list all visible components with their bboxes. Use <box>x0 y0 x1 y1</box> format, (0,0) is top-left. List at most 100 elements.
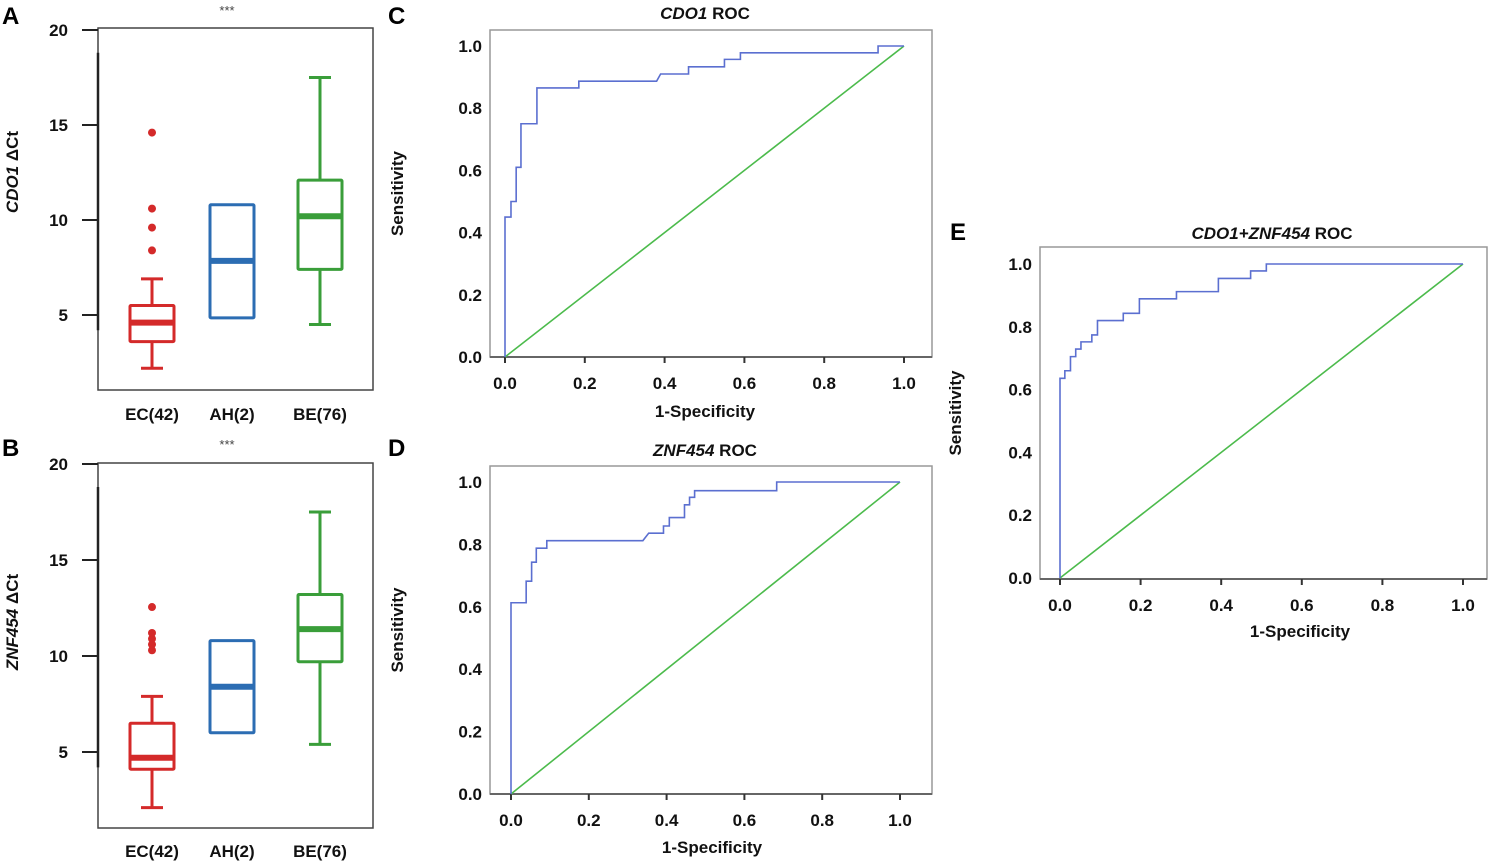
panel-letter-c: C <box>388 3 405 30</box>
category-label: BE(76) <box>293 842 347 861</box>
x-tick-label: 1.0 <box>1451 596 1475 615</box>
y-tick-label: 0.6 <box>458 161 482 180</box>
box-ec42 <box>128 603 176 810</box>
box-iqr <box>128 721 176 771</box>
x-tick-label: 0.0 <box>1048 596 1072 615</box>
y-tick-label: 0.4 <box>458 660 482 679</box>
chart-title-suffix: ROC <box>1310 224 1353 243</box>
outlier-point <box>148 628 156 637</box>
panel-letter-d: D <box>388 435 405 462</box>
chart-title-gene: CDO1+ZNF454 <box>1191 224 1310 243</box>
y-tick-label: 10 <box>49 647 68 666</box>
y-tick-label: 0.0 <box>1008 569 1032 588</box>
y-tick-label: 0.0 <box>458 348 482 367</box>
y-tick-label: 1.0 <box>1008 255 1032 274</box>
x-tick-label: 0.6 <box>733 374 757 393</box>
box-iqr <box>296 178 344 271</box>
chart-title: CDO1 ROC <box>660 4 750 23</box>
outlier-point <box>148 640 156 649</box>
y-tick-label: 15 <box>49 116 68 135</box>
y-tick-label: 0.4 <box>1008 443 1032 462</box>
significance-label: *** <box>219 3 234 18</box>
significance-label: *** <box>219 437 234 452</box>
chart-title-gene: CDO1 <box>660 4 707 23</box>
y-tick-label: 1.0 <box>458 473 482 492</box>
y-tick-label: 0.8 <box>458 535 482 554</box>
chart-title-gene: ZNF454 <box>652 441 715 460</box>
x-tick-label: 0.8 <box>812 374 836 393</box>
outlier-point <box>148 223 156 232</box>
x-axis-label: 1-Specificity <box>655 402 756 421</box>
roc-curve <box>504 45 904 357</box>
outlier-point <box>148 634 156 643</box>
y-tick-label: 5 <box>59 743 68 762</box>
outlier-point <box>148 128 156 137</box>
x-tick-label: 1.0 <box>888 811 912 830</box>
reference-diagonal-line <box>504 45 905 358</box>
y-tick-label: 0.2 <box>458 286 482 305</box>
x-tick-label: 0.4 <box>655 811 679 830</box>
category-label: BE(76) <box>293 405 347 424</box>
y-axis-label-suffix: ΔCt <box>3 131 22 166</box>
reference-diagonal-line <box>510 481 901 795</box>
roc-curve <box>1059 263 1463 578</box>
y-axis-label: Sensitivity <box>388 587 407 673</box>
plot-frame <box>489 465 933 795</box>
box-be76 <box>296 76 344 326</box>
chart-title: ZNF454 ROC <box>652 441 757 460</box>
panel-letter-e: E <box>950 219 966 246</box>
plot-frame <box>489 29 933 358</box>
box-ah2 <box>208 639 256 735</box>
outlier-point <box>148 204 156 213</box>
chart-title-suffix: ROC <box>707 4 750 23</box>
y-tick-label: 0.4 <box>458 224 482 243</box>
y-axis-label: ZNF454 ΔCt <box>3 574 22 672</box>
chart-title: CDO1+ZNF454 ROC <box>1191 224 1352 243</box>
y-axis-label-suffix: ΔCt <box>3 574 22 609</box>
x-tick-label: 0.0 <box>493 374 517 393</box>
y-tick-label: 20 <box>49 21 68 40</box>
y-tick-label: 20 <box>49 455 68 474</box>
y-tick-label: 0.8 <box>458 99 482 118</box>
x-tick-label: 0.2 <box>577 811 601 830</box>
x-tick-label: 0.0 <box>499 811 523 830</box>
y-axis-label: Sensitivity <box>388 150 407 236</box>
x-axis-label: 1-Specificity <box>1250 622 1351 641</box>
category-label: EC(42) <box>125 405 179 424</box>
y-tick-label: 0.6 <box>458 598 482 617</box>
x-axis-label: 1-Specificity <box>662 838 763 857</box>
x-tick-label: 0.8 <box>1371 596 1395 615</box>
chart-title-suffix: ROC <box>714 441 757 460</box>
x-tick-label: 0.6 <box>1290 596 1314 615</box>
x-tick-label: 0.2 <box>573 374 597 393</box>
y-tick-label: 0.8 <box>1008 318 1032 337</box>
category-label: AH(2) <box>209 842 254 861</box>
y-tick-label: 10 <box>49 211 68 230</box>
x-tick-label: 0.4 <box>1209 596 1233 615</box>
category-label: EC(42) <box>125 842 179 861</box>
outlier-point <box>148 246 156 255</box>
y-tick-label: 0.2 <box>1008 506 1032 525</box>
x-tick-label: 0.4 <box>653 374 677 393</box>
panel-letter-a: A <box>2 3 19 30</box>
box-ah2 <box>208 203 256 320</box>
y-axis-label-gene: CDO1 <box>3 166 22 213</box>
box-be76 <box>296 510 344 746</box>
category-label: AH(2) <box>209 405 254 424</box>
y-axis-label: CDO1 ΔCt <box>3 131 22 213</box>
roc-curve <box>510 481 900 794</box>
y-tick-label: 5 <box>59 306 68 325</box>
x-tick-label: 0.2 <box>1129 596 1153 615</box>
outlier-point <box>148 603 156 612</box>
reference-diagonal-line <box>1059 263 1464 579</box>
y-tick-label: 0.6 <box>1008 381 1032 400</box>
x-tick-label: 1.0 <box>892 374 916 393</box>
box-ec42 <box>128 128 176 370</box>
y-axis-label-gene: ZNF454 <box>3 608 22 671</box>
y-tick-label: 1.0 <box>458 37 482 56</box>
y-tick-label: 0.2 <box>458 723 482 742</box>
x-tick-label: 0.6 <box>733 811 757 830</box>
outlier-point <box>148 646 156 655</box>
y-axis-label: Sensitivity <box>946 370 965 456</box>
